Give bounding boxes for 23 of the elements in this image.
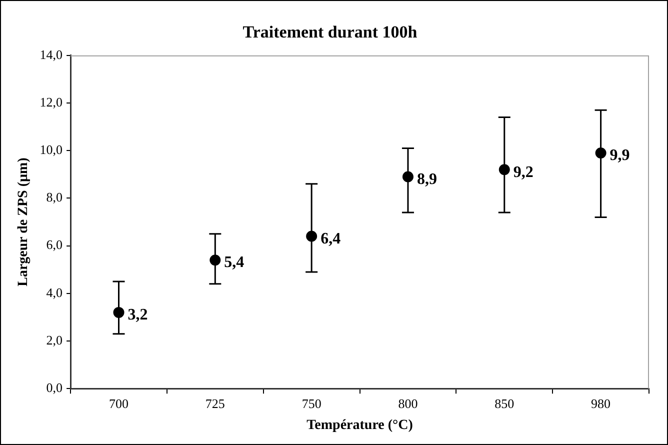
data-label: 8,9 bbox=[416, 170, 437, 188]
data-label: 6,4 bbox=[320, 230, 341, 248]
y-tick-label: 0,0 bbox=[46, 380, 63, 396]
y-tick-label: 8,0 bbox=[46, 190, 63, 205]
y-axis-title: Largeur de ZPS (µm) bbox=[16, 157, 32, 286]
x-tick-label: 700 bbox=[109, 396, 129, 411]
data-label: 9,9 bbox=[610, 147, 630, 164]
y-tick-label: 12,0 bbox=[40, 94, 63, 110]
data-label: 3,2 bbox=[128, 306, 148, 324]
data-label: 5,4 bbox=[224, 254, 244, 272]
data-label: 9,2 bbox=[513, 164, 534, 181]
chart-title: Traitement durant 100h bbox=[242, 22, 418, 42]
x-tick-label: 750 bbox=[302, 396, 322, 411]
x-axis-title: Température (°C) bbox=[306, 418, 414, 434]
y-tick-label: 2,0 bbox=[46, 332, 63, 348]
y-tick-label: 6,0 bbox=[46, 237, 63, 252]
x-tick-label: 980 bbox=[591, 396, 611, 411]
x-tick-label: 800 bbox=[398, 396, 418, 411]
x-tick-label: 725 bbox=[205, 396, 225, 411]
x-tick-label: 850 bbox=[494, 396, 514, 411]
y-tick-label: 10,0 bbox=[40, 142, 63, 158]
y-tick-label: 4,0 bbox=[46, 284, 63, 300]
y-tick-label: 14,0 bbox=[40, 46, 63, 62]
